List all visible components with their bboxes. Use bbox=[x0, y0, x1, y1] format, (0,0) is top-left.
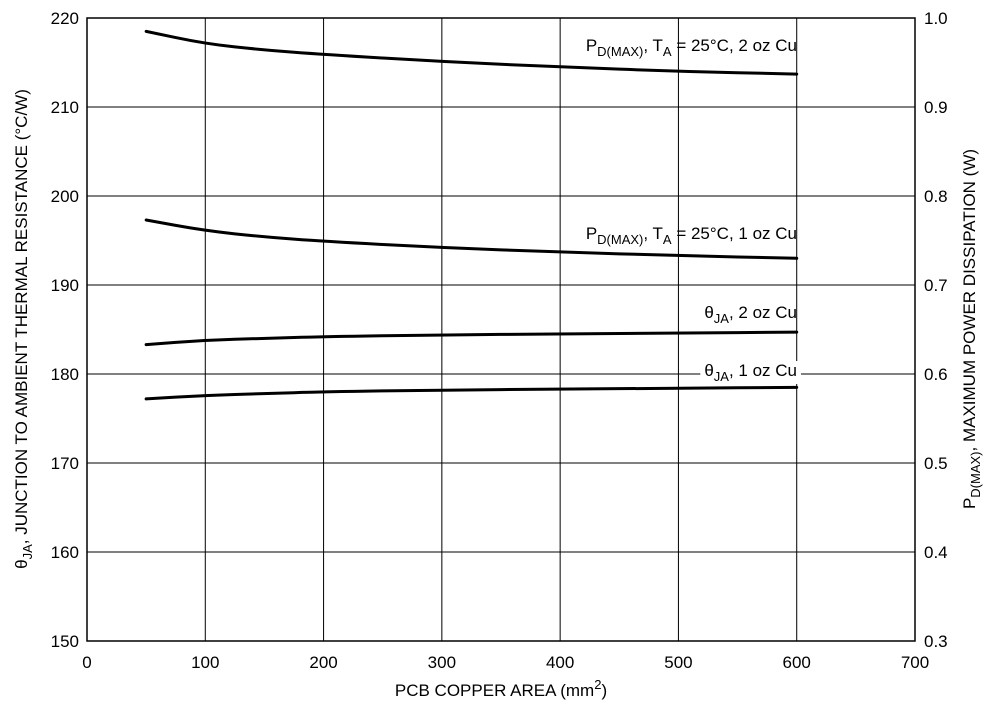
x-tick-label: 700 bbox=[901, 653, 929, 672]
y2-tick-label: 0.4 bbox=[924, 543, 948, 562]
y-tick-label: 160 bbox=[51, 543, 79, 562]
y-tick-label: 170 bbox=[51, 454, 79, 473]
series-labels: PD(MAX), TA = 25°C, 2 oz Cu PD(MAX), TA =… bbox=[586, 36, 801, 384]
series-line-th1 bbox=[144, 385, 799, 401]
x-tick-label: 200 bbox=[309, 653, 337, 672]
y-tick-label: 190 bbox=[51, 276, 79, 295]
series-line-pd2 bbox=[144, 29, 799, 76]
y2-tick-label: 0.6 bbox=[924, 365, 948, 384]
y-tick-labels: 150 160 170 180 190 200 210 220 bbox=[51, 9, 79, 651]
series-line-th2 bbox=[144, 330, 799, 347]
x-tick-label: 500 bbox=[664, 653, 692, 672]
x-tick-label: 400 bbox=[546, 653, 574, 672]
y-axis-title: θJA, JUNCTION TO AMBIENT THERMAL RESISTA… bbox=[12, 89, 35, 569]
x-tick-label: 600 bbox=[783, 653, 811, 672]
y2-tick-label: 0.9 bbox=[924, 98, 948, 117]
series-label-pd2: PD(MAX), TA = 25°C, 2 oz Cu bbox=[586, 36, 797, 59]
y2-tick-label: 0.7 bbox=[924, 276, 948, 295]
plot-frame bbox=[86, 17, 916, 642]
x-tick-label: 300 bbox=[428, 653, 456, 672]
x-tick-label: 0 bbox=[82, 653, 91, 672]
y2-tick-labels: 0.3 0.4 0.5 0.6 0.7 0.8 0.9 1.0 bbox=[924, 9, 948, 651]
x-axis-title: PCB COPPER AREA (mm2) bbox=[395, 677, 607, 700]
series-line-pd1 bbox=[144, 218, 799, 260]
series-label-th2: θJA, 2 oz Cu bbox=[704, 303, 797, 326]
series-label-backing bbox=[700, 361, 801, 384]
y2-tick-label: 0.8 bbox=[924, 187, 948, 206]
x-tick-label: 100 bbox=[191, 653, 219, 672]
y2-tick-label: 0.3 bbox=[924, 632, 948, 651]
y2-tick-label: 0.5 bbox=[924, 454, 948, 473]
y-tick-label: 180 bbox=[51, 365, 79, 384]
y2-axis-title: PD(MAX), MAXIMUM POWER DISSIPATION (W) bbox=[960, 149, 983, 509]
y-tick-label: 220 bbox=[51, 9, 79, 28]
grid bbox=[87, 18, 915, 641]
y2-tick-label: 1.0 bbox=[924, 9, 948, 28]
y-tick-label: 200 bbox=[51, 187, 79, 206]
y-tick-label: 150 bbox=[51, 632, 79, 651]
series-label-pd1: PD(MAX), TA = 25°C, 1 oz Cu bbox=[586, 224, 797, 247]
series-lines bbox=[144, 29, 799, 401]
series-label-th1: θJA, 1 oz Cu bbox=[704, 361, 797, 384]
y-tick-label: 210 bbox=[51, 98, 79, 117]
x-tick-labels: 0 100 200 300 400 500 600 700 bbox=[82, 653, 929, 672]
